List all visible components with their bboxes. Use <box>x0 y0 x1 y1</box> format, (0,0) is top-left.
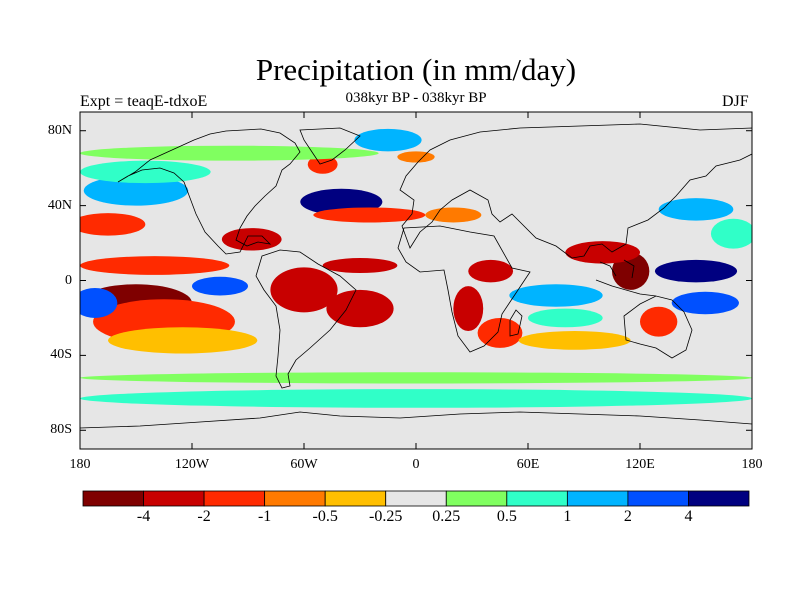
lat-tick-label: 40S <box>50 347 72 363</box>
colorbar <box>82 490 750 507</box>
region-atlantic-itcz-dry <box>322 258 398 274</box>
coast-africa <box>397 225 531 353</box>
region-north-pacific-dry <box>80 213 146 236</box>
colorbar-label: -4 <box>136 508 151 525</box>
coastlines <box>80 123 752 429</box>
lon-tick-label: 180 <box>69 457 91 472</box>
colorbar-label: 0.5 <box>496 508 517 525</box>
region-south-pacific-orange-band <box>108 327 258 354</box>
axis-ticks <box>79 112 753 449</box>
lon-tick-label: 60W <box>290 457 318 472</box>
region-indian-ocean-south-orange <box>518 331 631 350</box>
coast-indonesia <box>595 259 657 297</box>
season-label: DJF <box>722 93 749 110</box>
colorbar-label: -0.25 <box>369 508 403 525</box>
region-southern-ocean-cyan <box>80 389 752 408</box>
region-west-pacific-south-wet <box>671 291 739 315</box>
region-pacific-itcz-dry <box>80 256 230 275</box>
lat-tick-label: 40N <box>47 197 72 213</box>
region-southern-africa-dry <box>453 286 484 332</box>
region-australia-dry <box>640 306 678 337</box>
map-title: Precipitation (in mm/day) <box>255 52 577 87</box>
region-labrador-dry <box>307 155 338 174</box>
lon-tick-label: 120E <box>625 457 655 472</box>
region-north-west-pacific-cyan <box>710 218 752 249</box>
region-east-indian-cyan <box>528 308 603 328</box>
colorbar-label: 4 <box>684 508 693 525</box>
lon-tick-label: 120W <box>174 457 210 472</box>
region-west-pacific-warm-pool-wet <box>654 259 738 283</box>
lat-tick-label: 80S <box>50 422 72 438</box>
region-east-pacific-wet <box>192 276 248 296</box>
colorbar-swatch <box>506 490 568 507</box>
region-barents-dry <box>397 151 435 163</box>
coast-greenland <box>299 127 361 165</box>
colorbar-swatch <box>82 490 144 507</box>
colorbar-label: -1 <box>257 508 272 525</box>
region-south-atlantic-dry <box>326 289 394 328</box>
colorbar-swatch <box>385 490 447 507</box>
lat-tick-label: 0 <box>65 272 72 288</box>
anomaly-regions <box>80 128 752 408</box>
colorbar-swatch <box>203 490 266 507</box>
map-subtitle: 038kyr BP - 038kyr BP <box>345 90 487 106</box>
coast-antarctica <box>80 411 752 429</box>
colorbar-swatch <box>688 490 750 507</box>
region-south-indian-dry <box>477 317 523 348</box>
coast-madagascar <box>509 309 523 337</box>
colorbar-swatch <box>264 490 326 507</box>
region-arctic-green <box>80 145 379 161</box>
colorbar-swatch <box>143 490 205 507</box>
region-japan-wet <box>658 198 734 221</box>
colorbar-label: 0.25 <box>432 508 461 525</box>
region-nordic-seas-wet <box>354 128 422 152</box>
region-equatorial-africa-dry <box>468 259 514 283</box>
coast-north-america <box>117 128 301 255</box>
coast-europe-asia <box>399 123 752 259</box>
region-north-pacific-wet <box>83 175 189 206</box>
colorbar-label: -0.5 <box>312 508 338 525</box>
region-north-pacific-cyan <box>80 160 211 184</box>
colorbar-label: 1 <box>563 508 572 525</box>
region-amazon-dry <box>270 267 338 313</box>
colorbar-swatch <box>627 490 689 507</box>
colorbar-swatch <box>445 490 508 507</box>
region-southern-ocean-green <box>80 372 752 384</box>
experiment-label: Expt = teaqE-tdxoE <box>80 93 208 110</box>
region-west-pacific-wet <box>80 287 118 318</box>
region-mediterranean-dry <box>425 207 482 223</box>
coast-south-america <box>255 249 357 389</box>
colorbar-swatch <box>324 490 387 507</box>
lat-tick-label: 80N <box>47 122 72 138</box>
colorbar-swatch <box>566 490 629 507</box>
region-indian-ocean-wet <box>509 284 603 307</box>
lon-tick-label: 0 <box>412 457 420 472</box>
lon-tick-label: 60E <box>516 457 540 472</box>
colorbar-label: -2 <box>197 508 211 525</box>
region-gulf-of-mexico-dry <box>221 228 282 251</box>
coast-australia <box>623 295 693 359</box>
region-north-atlantic-dry <box>313 207 426 223</box>
colorbar-label: 2 <box>623 508 632 525</box>
lon-tick-label: 180 <box>741 457 763 472</box>
